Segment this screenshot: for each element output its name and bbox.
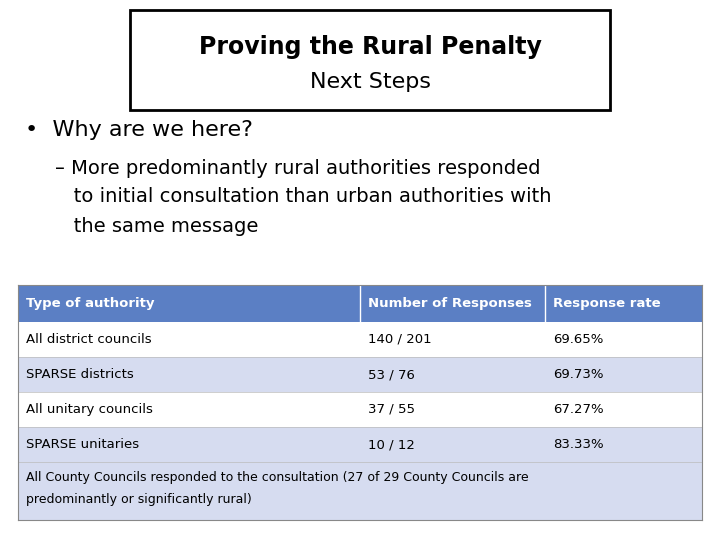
Text: SPARSE districts: SPARSE districts xyxy=(26,368,134,381)
Text: – More predominantly rural authorities responded: – More predominantly rural authorities r… xyxy=(55,159,541,178)
FancyBboxPatch shape xyxy=(18,392,360,427)
Text: •  Why are we here?: • Why are we here? xyxy=(25,120,253,140)
FancyBboxPatch shape xyxy=(18,322,360,357)
Text: 69.73%: 69.73% xyxy=(553,368,603,381)
Text: Number of Responses: Number of Responses xyxy=(368,297,532,310)
FancyBboxPatch shape xyxy=(360,357,545,392)
FancyBboxPatch shape xyxy=(545,427,702,462)
Text: 67.27%: 67.27% xyxy=(553,403,603,416)
FancyBboxPatch shape xyxy=(545,322,702,357)
FancyBboxPatch shape xyxy=(18,357,360,392)
Text: predominantly or significantly rural): predominantly or significantly rural) xyxy=(26,494,252,507)
Text: 83.33%: 83.33% xyxy=(553,438,603,451)
Text: SPARSE unitaries: SPARSE unitaries xyxy=(26,438,139,451)
FancyBboxPatch shape xyxy=(130,10,610,110)
Text: All district councils: All district councils xyxy=(26,333,152,346)
FancyBboxPatch shape xyxy=(360,392,545,427)
Text: Response rate: Response rate xyxy=(553,297,661,310)
FancyBboxPatch shape xyxy=(545,285,702,322)
FancyBboxPatch shape xyxy=(545,357,702,392)
Text: the same message: the same message xyxy=(55,217,258,235)
FancyBboxPatch shape xyxy=(360,322,545,357)
Text: to initial consultation than urban authorities with: to initial consultation than urban autho… xyxy=(55,187,552,206)
FancyBboxPatch shape xyxy=(360,427,545,462)
Text: 37 / 55: 37 / 55 xyxy=(368,403,415,416)
Text: Next Steps: Next Steps xyxy=(310,72,431,92)
FancyBboxPatch shape xyxy=(545,392,702,427)
FancyBboxPatch shape xyxy=(18,427,360,462)
FancyBboxPatch shape xyxy=(18,285,360,322)
Text: All unitary councils: All unitary councils xyxy=(26,403,153,416)
Text: 69.65%: 69.65% xyxy=(553,333,603,346)
Text: 53 / 76: 53 / 76 xyxy=(368,368,415,381)
FancyBboxPatch shape xyxy=(360,285,545,322)
Text: Proving the Rural Penalty: Proving the Rural Penalty xyxy=(199,35,541,59)
FancyBboxPatch shape xyxy=(18,462,702,520)
Text: Type of authority: Type of authority xyxy=(26,297,155,310)
Text: 140 / 201: 140 / 201 xyxy=(368,333,431,346)
Text: All County Councils responded to the consultation (27 of 29 County Councils are: All County Councils responded to the con… xyxy=(26,471,528,484)
Text: 10 / 12: 10 / 12 xyxy=(368,438,415,451)
